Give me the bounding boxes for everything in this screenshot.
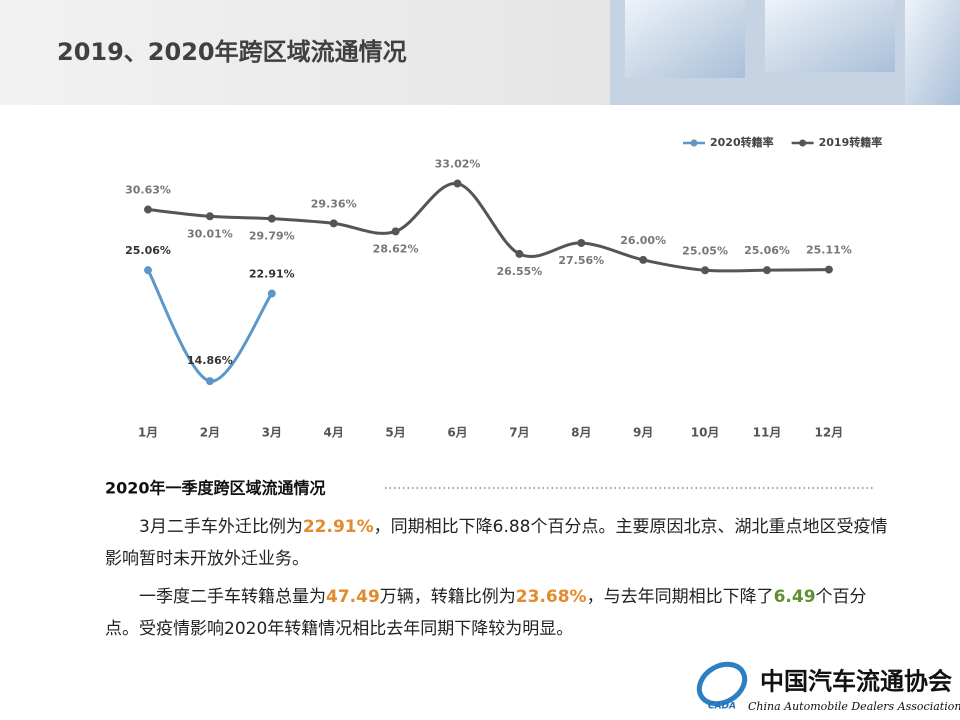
point	[577, 238, 586, 247]
logo-name: 中国汽车流通协会	[760, 667, 952, 696]
data-label: 25.06%	[125, 244, 171, 257]
logo-mark: CADA	[708, 702, 736, 712]
x-tick-label: 2月	[200, 426, 220, 440]
point	[453, 179, 462, 188]
data-label: 30.01%	[187, 227, 233, 240]
logo-english: China Automobile Dealers Association	[748, 700, 960, 713]
point	[144, 266, 152, 275]
point	[763, 266, 771, 275]
legend-marker	[690, 139, 698, 147]
point	[515, 249, 524, 258]
highlight: 47.49	[326, 587, 380, 607]
data-label: 30.63%	[125, 184, 171, 197]
legend-label: 2019转籍率	[819, 135, 883, 149]
point	[824, 265, 833, 274]
data-label: 28.62%	[373, 242, 419, 255]
data-label: 25.05%	[682, 244, 728, 257]
text-run: ，与去年同期相比下降了	[586, 587, 774, 607]
x-tick-label: 8月	[571, 426, 591, 440]
point	[144, 205, 152, 214]
slide-title: 2019、2020年跨区域流通情况	[57, 38, 407, 66]
logo-swoosh	[696, 661, 748, 707]
x-tick-label: 7月	[509, 426, 529, 440]
highlight: 22.91%	[302, 517, 374, 537]
legend-marker	[799, 139, 807, 147]
x-tick-label: 9月	[633, 426, 653, 440]
data-label: 22.91%	[249, 268, 295, 281]
highlight: 23.68%	[515, 587, 587, 607]
point	[329, 219, 338, 228]
text-run: 万辆，转籍比例为	[379, 587, 516, 607]
data-label: 33.02%	[435, 158, 481, 171]
x-tick-label: 12月	[815, 426, 844, 440]
x-tick-label: 1月	[138, 426, 158, 440]
point	[205, 377, 214, 386]
x-tick-label: 6月	[447, 426, 467, 440]
text-run: 一季度二手车转籍总量为	[139, 587, 326, 607]
paragraphs: 3月二手车外迁比例为22.91%，同期相比下降6.88个百分点。主要原因北京、湖…	[105, 511, 895, 651]
x-tick-label: 4月	[324, 426, 344, 440]
x-tick-label: 5月	[385, 426, 405, 440]
data-label: 29.36%	[311, 197, 357, 210]
data-label: 26.00%	[620, 234, 666, 247]
point	[639, 255, 648, 264]
data-label: 25.11%	[806, 244, 852, 257]
point	[391, 227, 400, 236]
x-tick-label: 3月	[262, 426, 282, 440]
cube	[625, 0, 745, 78]
section-heading: 2020年一季度跨区域流通情况	[105, 479, 326, 498]
point	[267, 214, 276, 223]
data-label: 29.79%	[249, 230, 295, 243]
x-tick-label: 10月	[691, 426, 720, 440]
legend-label: 2020转籍率	[710, 135, 774, 149]
paragraph: 3月二手车外迁比例为22.91%，同期相比下降6.88个百分点。主要原因北京、湖…	[105, 511, 895, 575]
data-label: 26.55%	[496, 265, 542, 278]
cube	[765, 0, 895, 72]
point	[267, 289, 276, 298]
cube	[905, 0, 960, 105]
text-run: 3月二手车外迁比例为	[139, 517, 303, 537]
text-run: ，同期相比下降6.88个百分点。主要原因北京、湖北重点地区受疫情影响暂时未开放外…	[105, 517, 888, 569]
series-line	[147, 182, 829, 273]
text-run: 个百分点。受疫情影响2020年转籍情况相比去年同期下降较为明显。	[105, 587, 867, 639]
point	[205, 212, 214, 221]
x-tick-label: 11月	[753, 426, 782, 440]
highlight: 6.49	[773, 587, 816, 607]
data-label: 14.86%	[187, 354, 233, 367]
data-label: 25.06%	[744, 244, 790, 257]
data-label: 27.56%	[558, 254, 604, 267]
paragraph: 一季度二手车转籍总量为47.49万辆，转籍比例为23.68%，与去年同期相比下降…	[105, 581, 895, 645]
point	[701, 266, 710, 275]
